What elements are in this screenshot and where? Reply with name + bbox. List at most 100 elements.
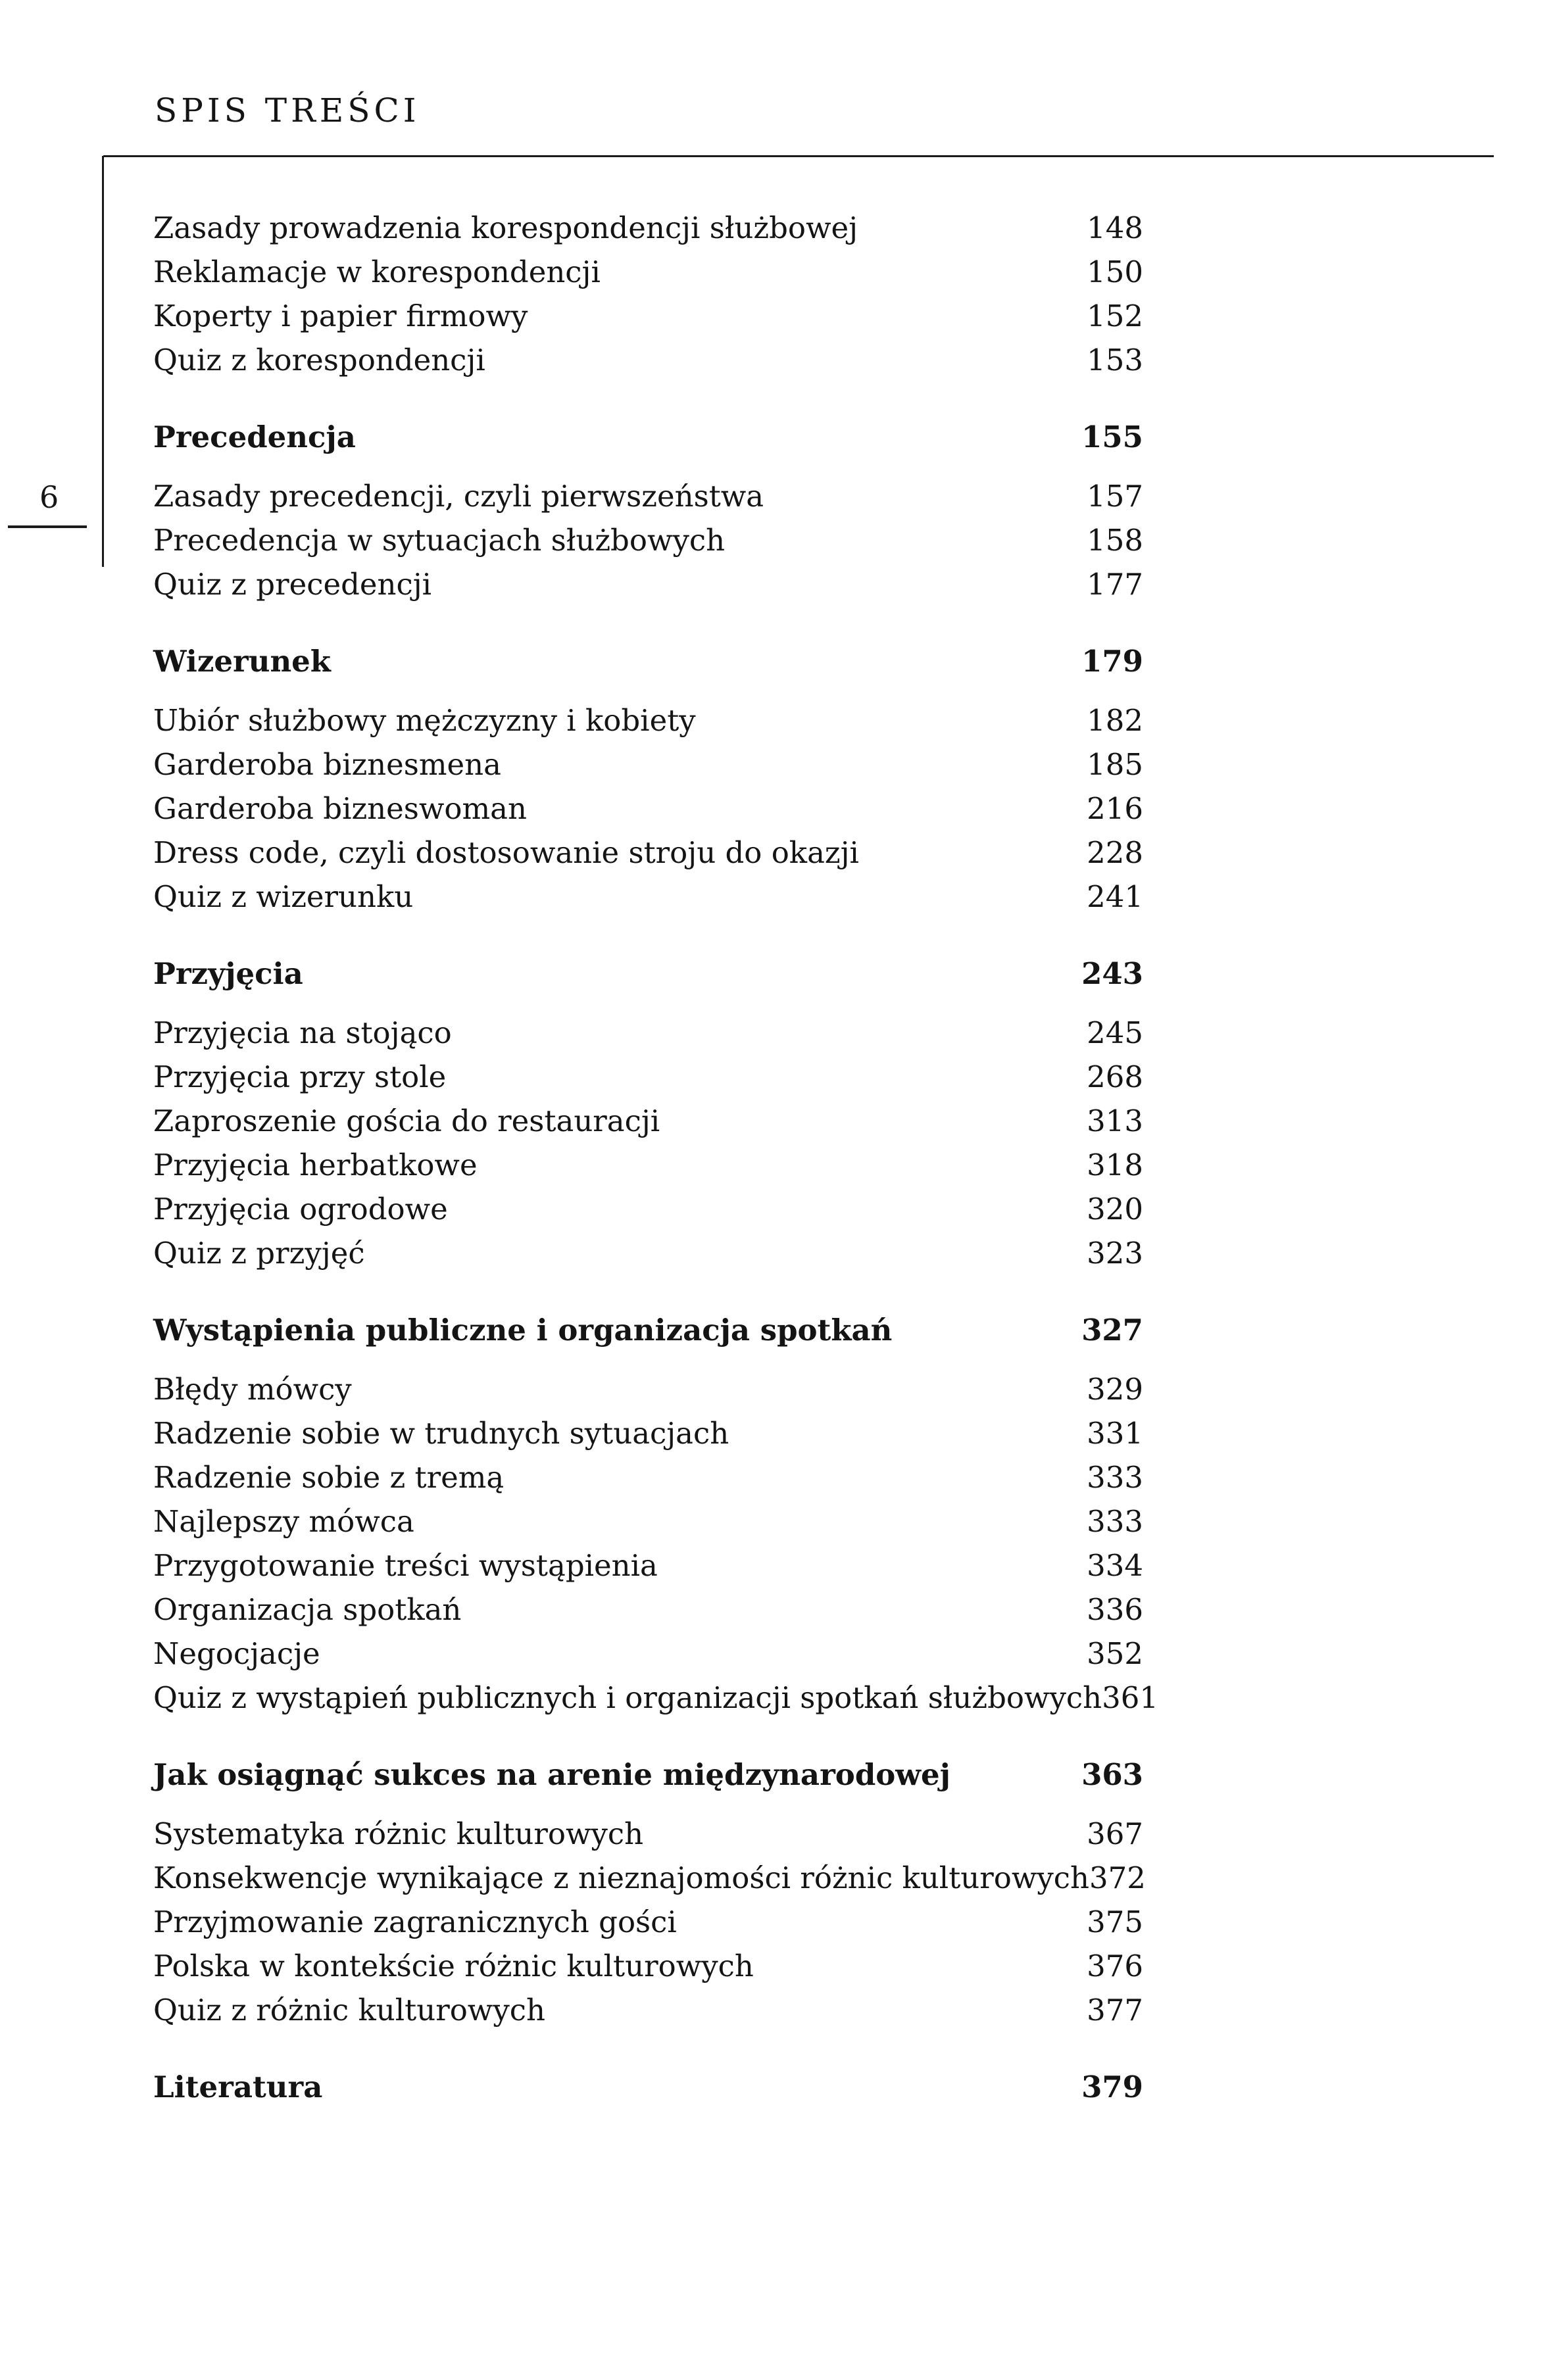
page-number-rule — [8, 525, 87, 528]
toc-entry: Negocjacje 352 — [153, 1632, 1143, 1676]
entry-title: Koperty i papier firmowy — [153, 299, 528, 333]
entry-title: Negocjacje — [153, 1636, 320, 1671]
toc-entry: Przyjęcia herbatkowe 318 — [153, 1143, 1143, 1187]
entry-title: Garderoba biznesmena — [153, 747, 501, 782]
section-heading: Przyjęcia 243 — [153, 952, 1143, 996]
entry-title: Przyjmowanie zagranicznych gości — [153, 1905, 677, 1939]
entry-title: Przyjęcia — [153, 956, 303, 991]
entry-title: Quiz z różnic kulturowych — [153, 1993, 545, 2028]
toc-entry: Radzenie sobie z tremą 333 — [153, 1455, 1143, 1499]
toc-entry: Błędy mówcy 329 — [153, 1367, 1143, 1411]
entry-title: Wizerunek — [153, 644, 331, 679]
section-heading: Literatura 379 — [153, 2065, 1143, 2109]
entry-title: Przyjęcia ogrodowe — [153, 1192, 448, 1226]
entry-page: 379 — [1081, 2070, 1143, 2104]
toc-entry: Ubiór służbowy mężczyzny i kobiety 182 — [153, 698, 1143, 742]
toc-entry: Quiz z wizerunku 241 — [153, 875, 1143, 919]
toc-entry: Polska w kontekście różnic kulturowych 37… — [153, 1944, 1143, 1988]
margin-rule — [102, 156, 104, 567]
toc-entry: Dress code, czyli dostosowanie stroju do… — [153, 831, 1143, 875]
section-heading: Wystąpienia publiczne i organizacja spot… — [153, 1308, 1143, 1352]
entry-page: 320 — [1087, 1192, 1143, 1226]
entry-page: 182 — [1087, 703, 1143, 738]
entry-title: Wystąpienia publiczne i organizacja spot… — [153, 1313, 893, 1348]
section-heading: Jak osiągnąć sukces na arenie międzynaro… — [153, 1753, 1143, 1797]
entry-page: 157 — [1087, 479, 1143, 514]
entry-page: 372 — [1089, 1860, 1146, 1895]
entry-page: 336 — [1087, 1592, 1143, 1627]
table-of-contents: Zasady prowadzenia korespondencji służbo… — [153, 206, 1158, 2124]
toc-entry: Reklamacje w korespondencji 150 — [153, 250, 1143, 294]
toc-entry: Zasady prowadzenia korespondencji służbo… — [153, 206, 1143, 250]
entry-page: 318 — [1087, 1148, 1143, 1182]
entry-title: Organizacja spotkań — [153, 1592, 462, 1627]
entry-page: 148 — [1087, 210, 1143, 245]
header-rule — [103, 155, 1494, 157]
entry-page: 329 — [1087, 1372, 1143, 1407]
entry-title: Zasady prowadzenia korespondencji służbo… — [153, 210, 858, 245]
entry-title: Reklamacje w korespondencji — [153, 255, 601, 289]
toc-entry: Quiz z wystąpień publicznych i organizac… — [153, 1676, 1158, 1720]
entry-page: 152 — [1087, 299, 1143, 333]
toc-entry: Zasady precedencji, czyli pierwszeństwa 1… — [153, 474, 1143, 518]
toc-entry: Przyjęcia ogrodowe 320 — [153, 1187, 1143, 1231]
entry-title: Jak osiągnąć sukces na arenie międzynaro… — [153, 1757, 950, 1792]
entry-page: 377 — [1087, 1993, 1143, 2028]
entry-title: Zaproszenie gościa do restauracji — [153, 1104, 660, 1138]
entry-page: 367 — [1087, 1816, 1143, 1851]
entry-page: 216 — [1087, 791, 1143, 826]
toc-entry: Zaproszenie gościa do restauracji 313 — [153, 1099, 1143, 1143]
toc-entry: Quiz z różnic kulturowych 377 — [153, 1988, 1143, 2032]
entry-page: 363 — [1081, 1757, 1143, 1792]
entry-title: Quiz z korespondencji — [153, 343, 485, 377]
entry-title: Precedencja w sytuacjach służbowych — [153, 523, 726, 558]
entry-title: Konsekwencje wynikające z nieznajomości … — [153, 1860, 1089, 1895]
entry-page: 243 — [1081, 956, 1143, 991]
entry-page: 153 — [1087, 343, 1143, 377]
entry-page: 333 — [1087, 1460, 1143, 1495]
entry-page: 228 — [1087, 835, 1143, 870]
entry-title: Polska w kontekście różnic kulturowych — [153, 1949, 754, 1983]
entry-title: Literatura — [153, 2070, 323, 2104]
entry-page: 179 — [1081, 644, 1143, 679]
toc-entry: Quiz z przyjęć 323 — [153, 1231, 1143, 1275]
toc-entry: Garderoba biznesmena 185 — [153, 742, 1143, 787]
entry-page: 352 — [1087, 1636, 1143, 1671]
page-number: 6 — [39, 479, 59, 515]
toc-entry: Organizacja spotkań 336 — [153, 1588, 1143, 1632]
toc-entry: Przyjęcia na stojąco 245 — [153, 1011, 1143, 1055]
entry-page: 245 — [1087, 1015, 1143, 1050]
toc-entry: Konsekwencje wynikające z nieznajomości … — [153, 1856, 1146, 1900]
entry-page: 313 — [1087, 1104, 1143, 1138]
entry-title: Dress code, czyli dostosowanie stroju do… — [153, 835, 859, 870]
entry-page: 331 — [1087, 1416, 1143, 1451]
entry-page: 376 — [1087, 1949, 1143, 1983]
entry-title: Quiz z wizerunku — [153, 879, 414, 914]
entry-page: 268 — [1087, 1059, 1143, 1094]
entry-page: 361 — [1102, 1680, 1158, 1715]
entry-title: Zasady precedencji, czyli pierwszeństwa — [153, 479, 764, 514]
toc-entry: Systematyka różnic kulturowych 367 — [153, 1812, 1143, 1856]
section-heading: Wizerunek 179 — [153, 639, 1143, 683]
toc-entry: Najlepszy mówca 333 — [153, 1499, 1143, 1543]
toc-entry: Quiz z precedencji 177 — [153, 562, 1143, 606]
entry-page: 334 — [1087, 1548, 1143, 1583]
toc-entry: Przyjmowanie zagranicznych gości 375 — [153, 1900, 1143, 1944]
entry-title: Radzenie sobie w trudnych sytuacjach — [153, 1416, 729, 1451]
section-heading: Precedencja 155 — [153, 415, 1143, 459]
entry-page: 323 — [1087, 1236, 1143, 1271]
entry-title: Radzenie sobie z tremą — [153, 1460, 505, 1495]
entry-title: Quiz z precedencji — [153, 567, 432, 602]
entry-title: Przyjęcia herbatkowe — [153, 1148, 478, 1182]
entry-title: Garderoba bizneswoman — [153, 791, 527, 826]
entry-title: Przygotowanie treści wystąpienia — [153, 1548, 658, 1583]
toc-entry: Przyjęcia przy stole 268 — [153, 1055, 1143, 1099]
entry-page: 150 — [1087, 255, 1143, 289]
entry-title: Błędy mówcy — [153, 1372, 352, 1407]
entry-title: Systematyka różnic kulturowych — [153, 1816, 644, 1851]
entry-title: Przyjęcia przy stole — [153, 1059, 447, 1094]
entry-page: 333 — [1087, 1504, 1143, 1539]
entry-page: 185 — [1087, 747, 1143, 782]
toc-entry: Przygotowanie treści wystąpienia 334 — [153, 1543, 1143, 1588]
entry-title: Quiz z wystąpień publicznych i organizac… — [153, 1680, 1102, 1715]
